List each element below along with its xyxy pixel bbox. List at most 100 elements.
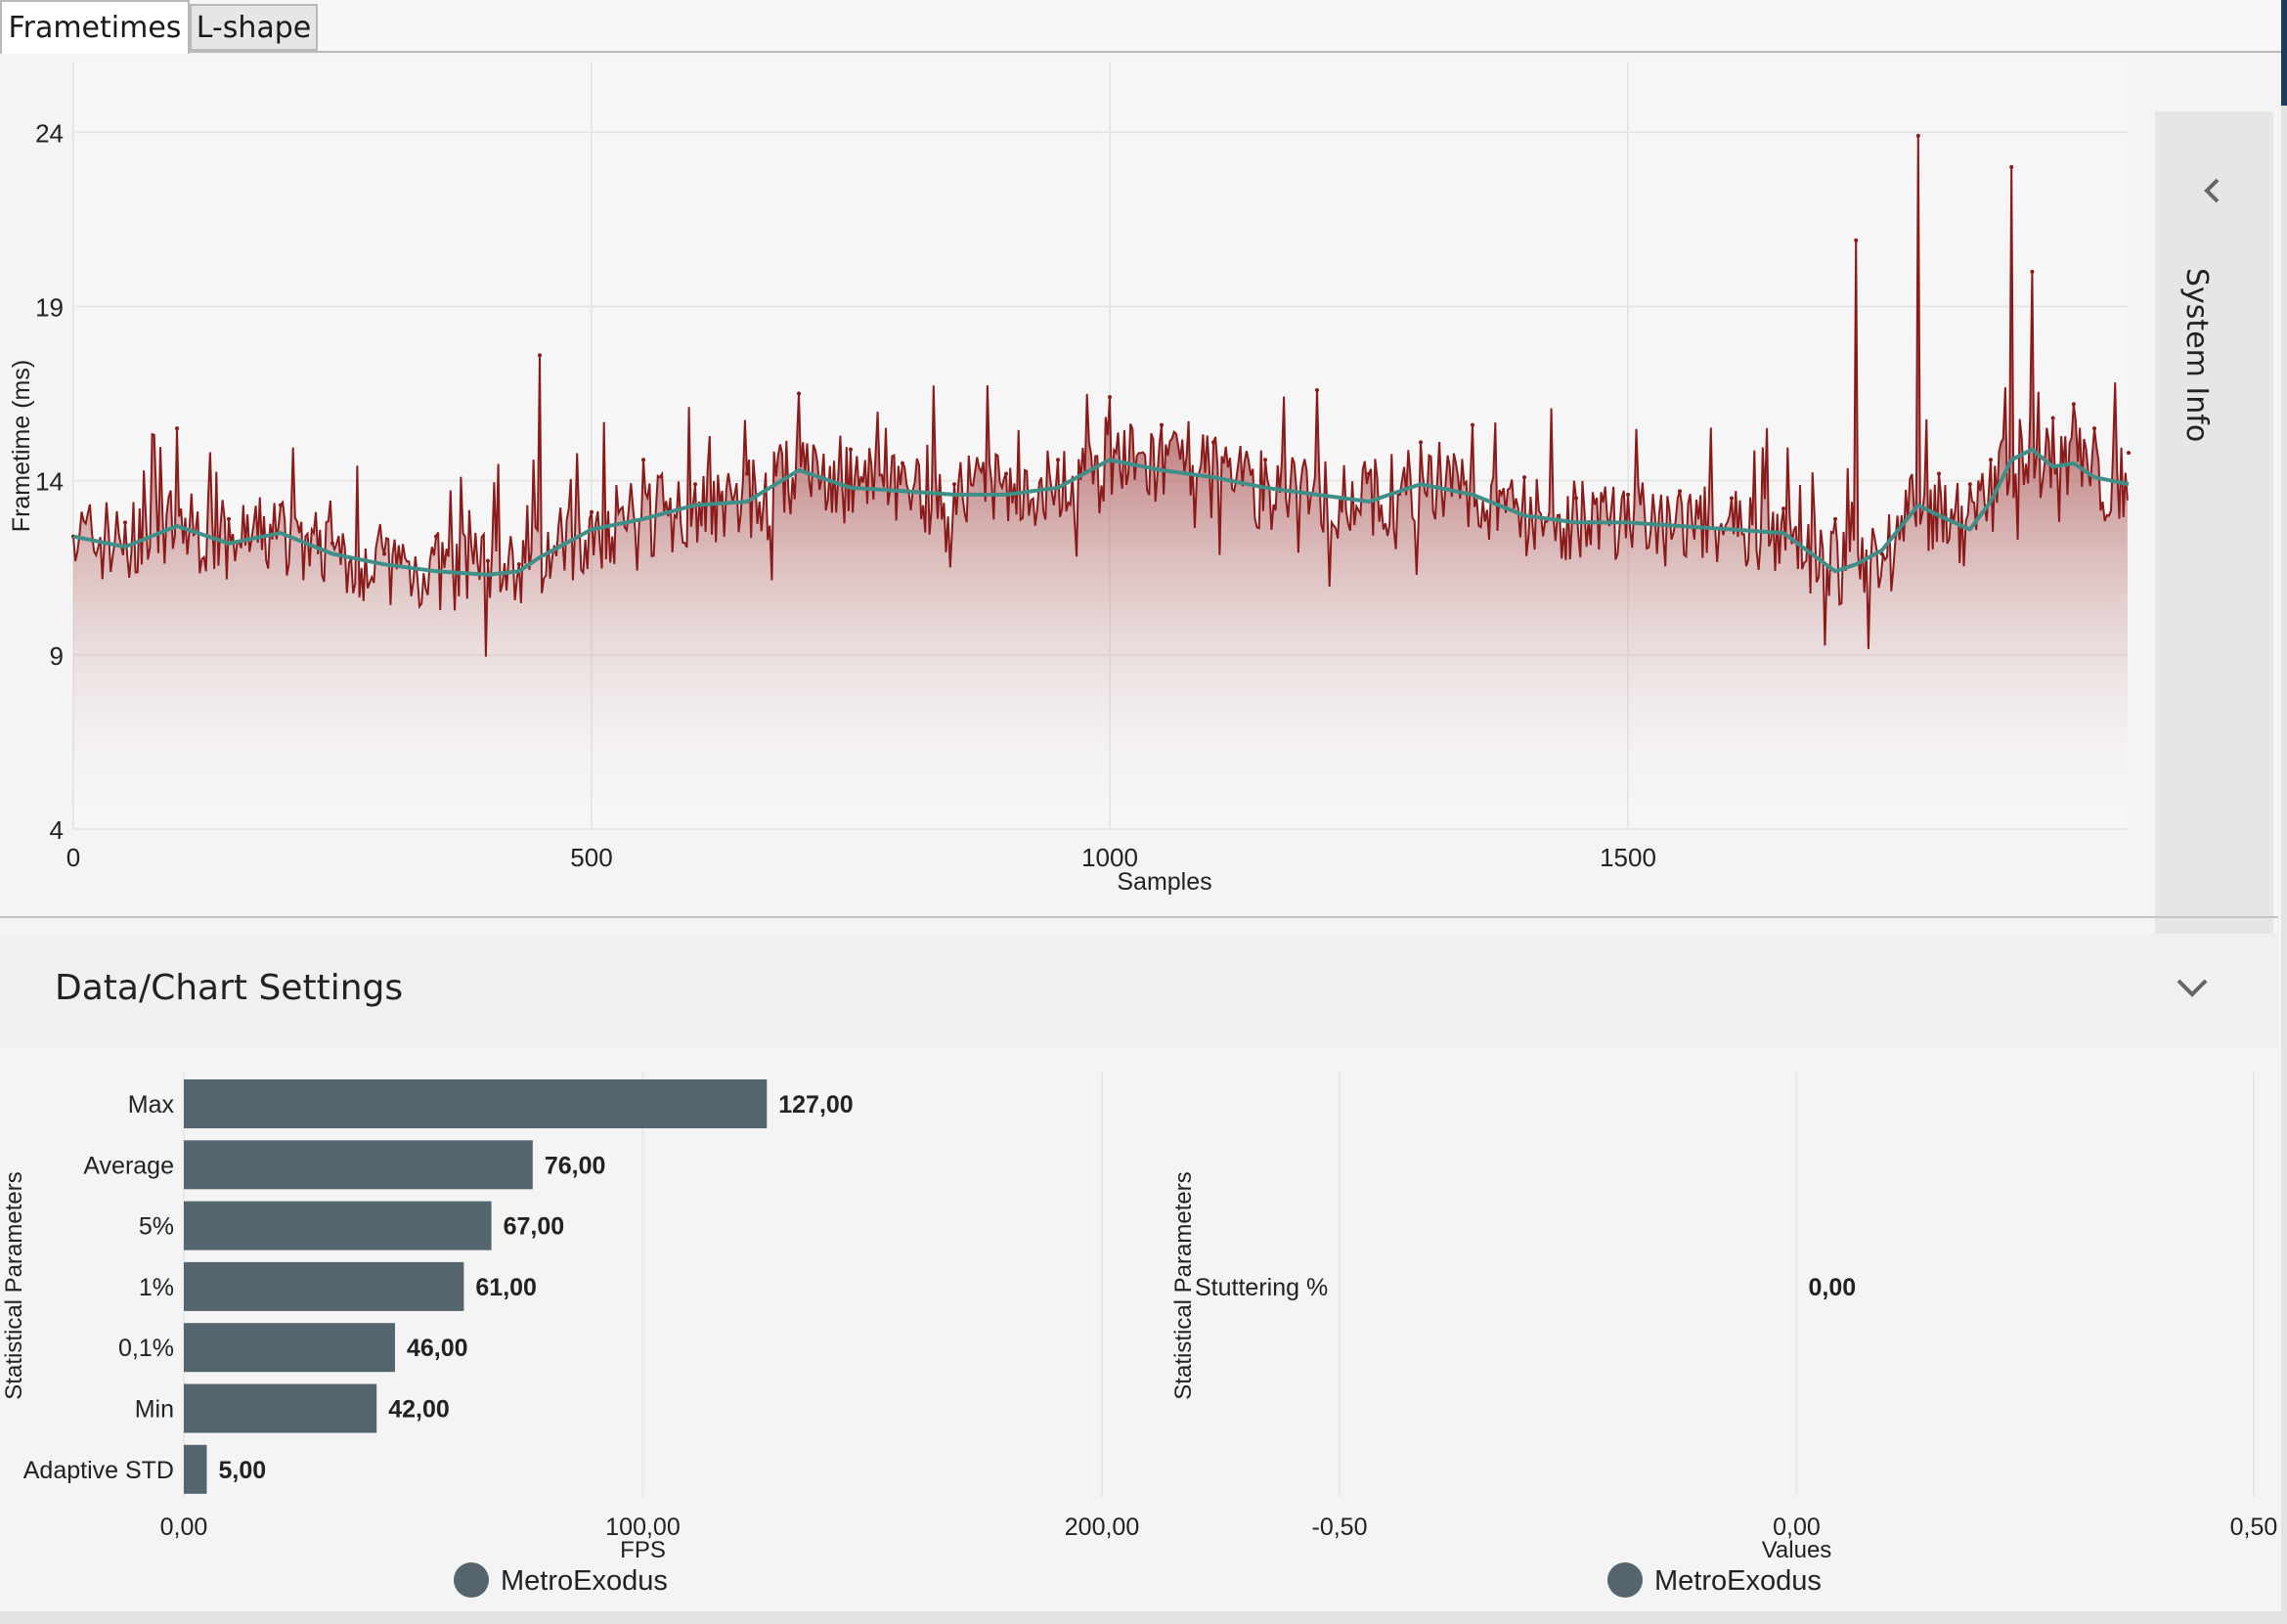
x-axis-label: Values — [1762, 1537, 1832, 1563]
settings-title[interactable]: Data/Chart Settings — [55, 968, 404, 1008]
x-tick-label: 0 — [66, 843, 80, 872]
x-tick-label: 0,00 — [1773, 1514, 1821, 1541]
scrollbar-track[interactable] — [2281, 106, 2287, 1624]
moving-average-line — [72, 447, 2130, 577]
scrollbar-thumb[interactable] — [2281, 0, 2287, 106]
y-tick-label: 9 — [50, 641, 64, 671]
frametime-sample-point — [1056, 458, 1061, 462]
y-axis-label: Frametime (ms) — [8, 360, 35, 532]
tab-frametimes[interactable]: Frametimes — [0, 0, 190, 54]
frametime-sample-point — [745, 471, 750, 476]
y-axis-label: Statistical Parameters — [1170, 1171, 1197, 1399]
bar — [184, 1201, 492, 1251]
frametime-sample-point — [1211, 440, 1216, 445]
frametime-sample-point — [1160, 422, 1165, 427]
y-tick-label: 4 — [50, 815, 64, 845]
fps-bar-chart: 0,00 100,00 200,00 FPS Statistical Parameter… — [1, 1073, 1139, 1598]
frametime-sample-point — [2071, 402, 2076, 407]
bar-value-label: 61,00 — [475, 1274, 537, 1301]
frametime-sample-point — [1367, 471, 1372, 476]
tab-l-shape[interactable]: L-shape — [190, 4, 318, 51]
x-tick-label: 100,00 — [605, 1514, 680, 1541]
chevron-down-icon[interactable] — [2175, 975, 2210, 1000]
frametime-sample-point — [2092, 426, 2097, 431]
legend-label[interactable]: MetroExodus — [501, 1565, 668, 1597]
x-tick-label: 1500 — [1600, 843, 1656, 872]
category-label: Min — [135, 1396, 174, 1424]
frametime-sample-point — [1833, 516, 1838, 521]
frametime-sample-point — [1574, 496, 1579, 501]
bar-value-label: 42,00 — [388, 1396, 450, 1424]
tab-bar: Frametimes L-shape — [0, 0, 2287, 54]
x-tick-label: 0,50 — [2230, 1514, 2278, 1541]
frametime-sample-point — [1419, 440, 1424, 445]
bar — [184, 1383, 377, 1433]
frametime-sample-point — [2127, 451, 2131, 456]
bar — [184, 1079, 768, 1128]
category-label: 5% — [139, 1213, 174, 1241]
frametime-sample-point — [1967, 482, 1972, 487]
legend-marker[interactable] — [454, 1562, 489, 1598]
frametime-sample-point — [1781, 506, 1786, 511]
bar-value-label: 46,00 — [407, 1335, 468, 1362]
frametime-sample-point — [952, 482, 957, 487]
x-tick-label: 0,00 — [160, 1514, 208, 1541]
frametime-sample-point — [1678, 489, 1683, 494]
frametime-sample-point — [516, 562, 521, 567]
frametime-sample-point — [175, 426, 180, 431]
category-label: Max — [128, 1091, 175, 1119]
frametime-sample-point — [2030, 269, 2035, 274]
frametime-sample-point — [1989, 458, 1994, 462]
frametime-sample-point — [279, 503, 284, 507]
frametime-sample-point — [330, 541, 335, 546]
bar — [184, 1323, 395, 1373]
system-info-label[interactable]: System Info — [2179, 268, 2214, 443]
frametime-sample-point — [693, 482, 698, 487]
frametime-sample-point — [901, 461, 905, 465]
data-chart-settings-expander[interactable]: Data/Chart Settings — [0, 934, 2278, 1047]
frametime-series-line — [72, 135, 2129, 657]
frametime-sample-point — [849, 447, 854, 452]
chart-divider — [0, 916, 2278, 918]
y-tick-label: 24 — [35, 118, 64, 148]
frametime-sample-point — [1730, 496, 1735, 501]
legend-label[interactable]: MetroExodus — [1654, 1565, 1822, 1597]
category-label: Average — [83, 1152, 174, 1179]
y-axis-label: Statistical Parameters — [1, 1171, 27, 1399]
category-label: 1% — [139, 1274, 174, 1301]
x-tick-label: 200,00 — [1065, 1514, 1139, 1541]
frametime-sample-point — [486, 558, 491, 563]
legend-marker[interactable] — [1607, 1562, 1643, 1598]
frametime-sample-point — [123, 520, 128, 525]
bottom-strip — [0, 1611, 2287, 1624]
frametime-sample-point — [1471, 422, 1475, 427]
bar-value-label: 67,00 — [504, 1213, 565, 1241]
bar-value-label: 5,00 — [218, 1457, 266, 1484]
frametime-chart: 4 9 14 19 24 0 500 1000 1500 Samples Frametime (ms… — [8, 63, 2131, 896]
frametime-sample-point — [1522, 475, 1527, 480]
x-tick-label: 1000 — [1081, 843, 1138, 872]
frametime-sample-point — [538, 353, 543, 358]
frametime-sample-point — [1937, 471, 1942, 476]
frametime-sample-point — [641, 458, 646, 462]
frametime-sample-point — [1263, 458, 1268, 462]
bar-value-label: 76,00 — [545, 1152, 606, 1179]
frametime-sample-point — [382, 551, 387, 556]
x-tick-label: 500 — [570, 843, 612, 872]
category-label: Stuttering % — [1195, 1274, 1328, 1301]
frametime-sample-point — [1108, 395, 1113, 400]
values-bar-chart: -0,50 0,00 0,50 Values Statistical Parameter… — [1170, 1073, 2278, 1598]
bar — [184, 1261, 464, 1311]
chevron-left-icon[interactable] — [2198, 176, 2227, 205]
frametime-sample-point — [797, 391, 802, 396]
y-tick-label: 14 — [35, 467, 64, 497]
frametime-area — [73, 135, 2128, 830]
x-axis-label: FPS — [620, 1537, 666, 1563]
system-info-panel[interactable]: System Info — [2155, 111, 2273, 963]
category-label: Adaptive STD — [23, 1457, 174, 1484]
frametime-sample-point — [590, 509, 594, 514]
x-tick-label: -0,50 — [1312, 1514, 1368, 1541]
frametime-chart-panel: 4 9 14 19 24 0 500 1000 1500 Samples Frametime (ms… — [0, 53, 2278, 963]
bar-value-label: 127,00 — [778, 1091, 853, 1119]
y-tick-label: 19 — [35, 292, 64, 322]
